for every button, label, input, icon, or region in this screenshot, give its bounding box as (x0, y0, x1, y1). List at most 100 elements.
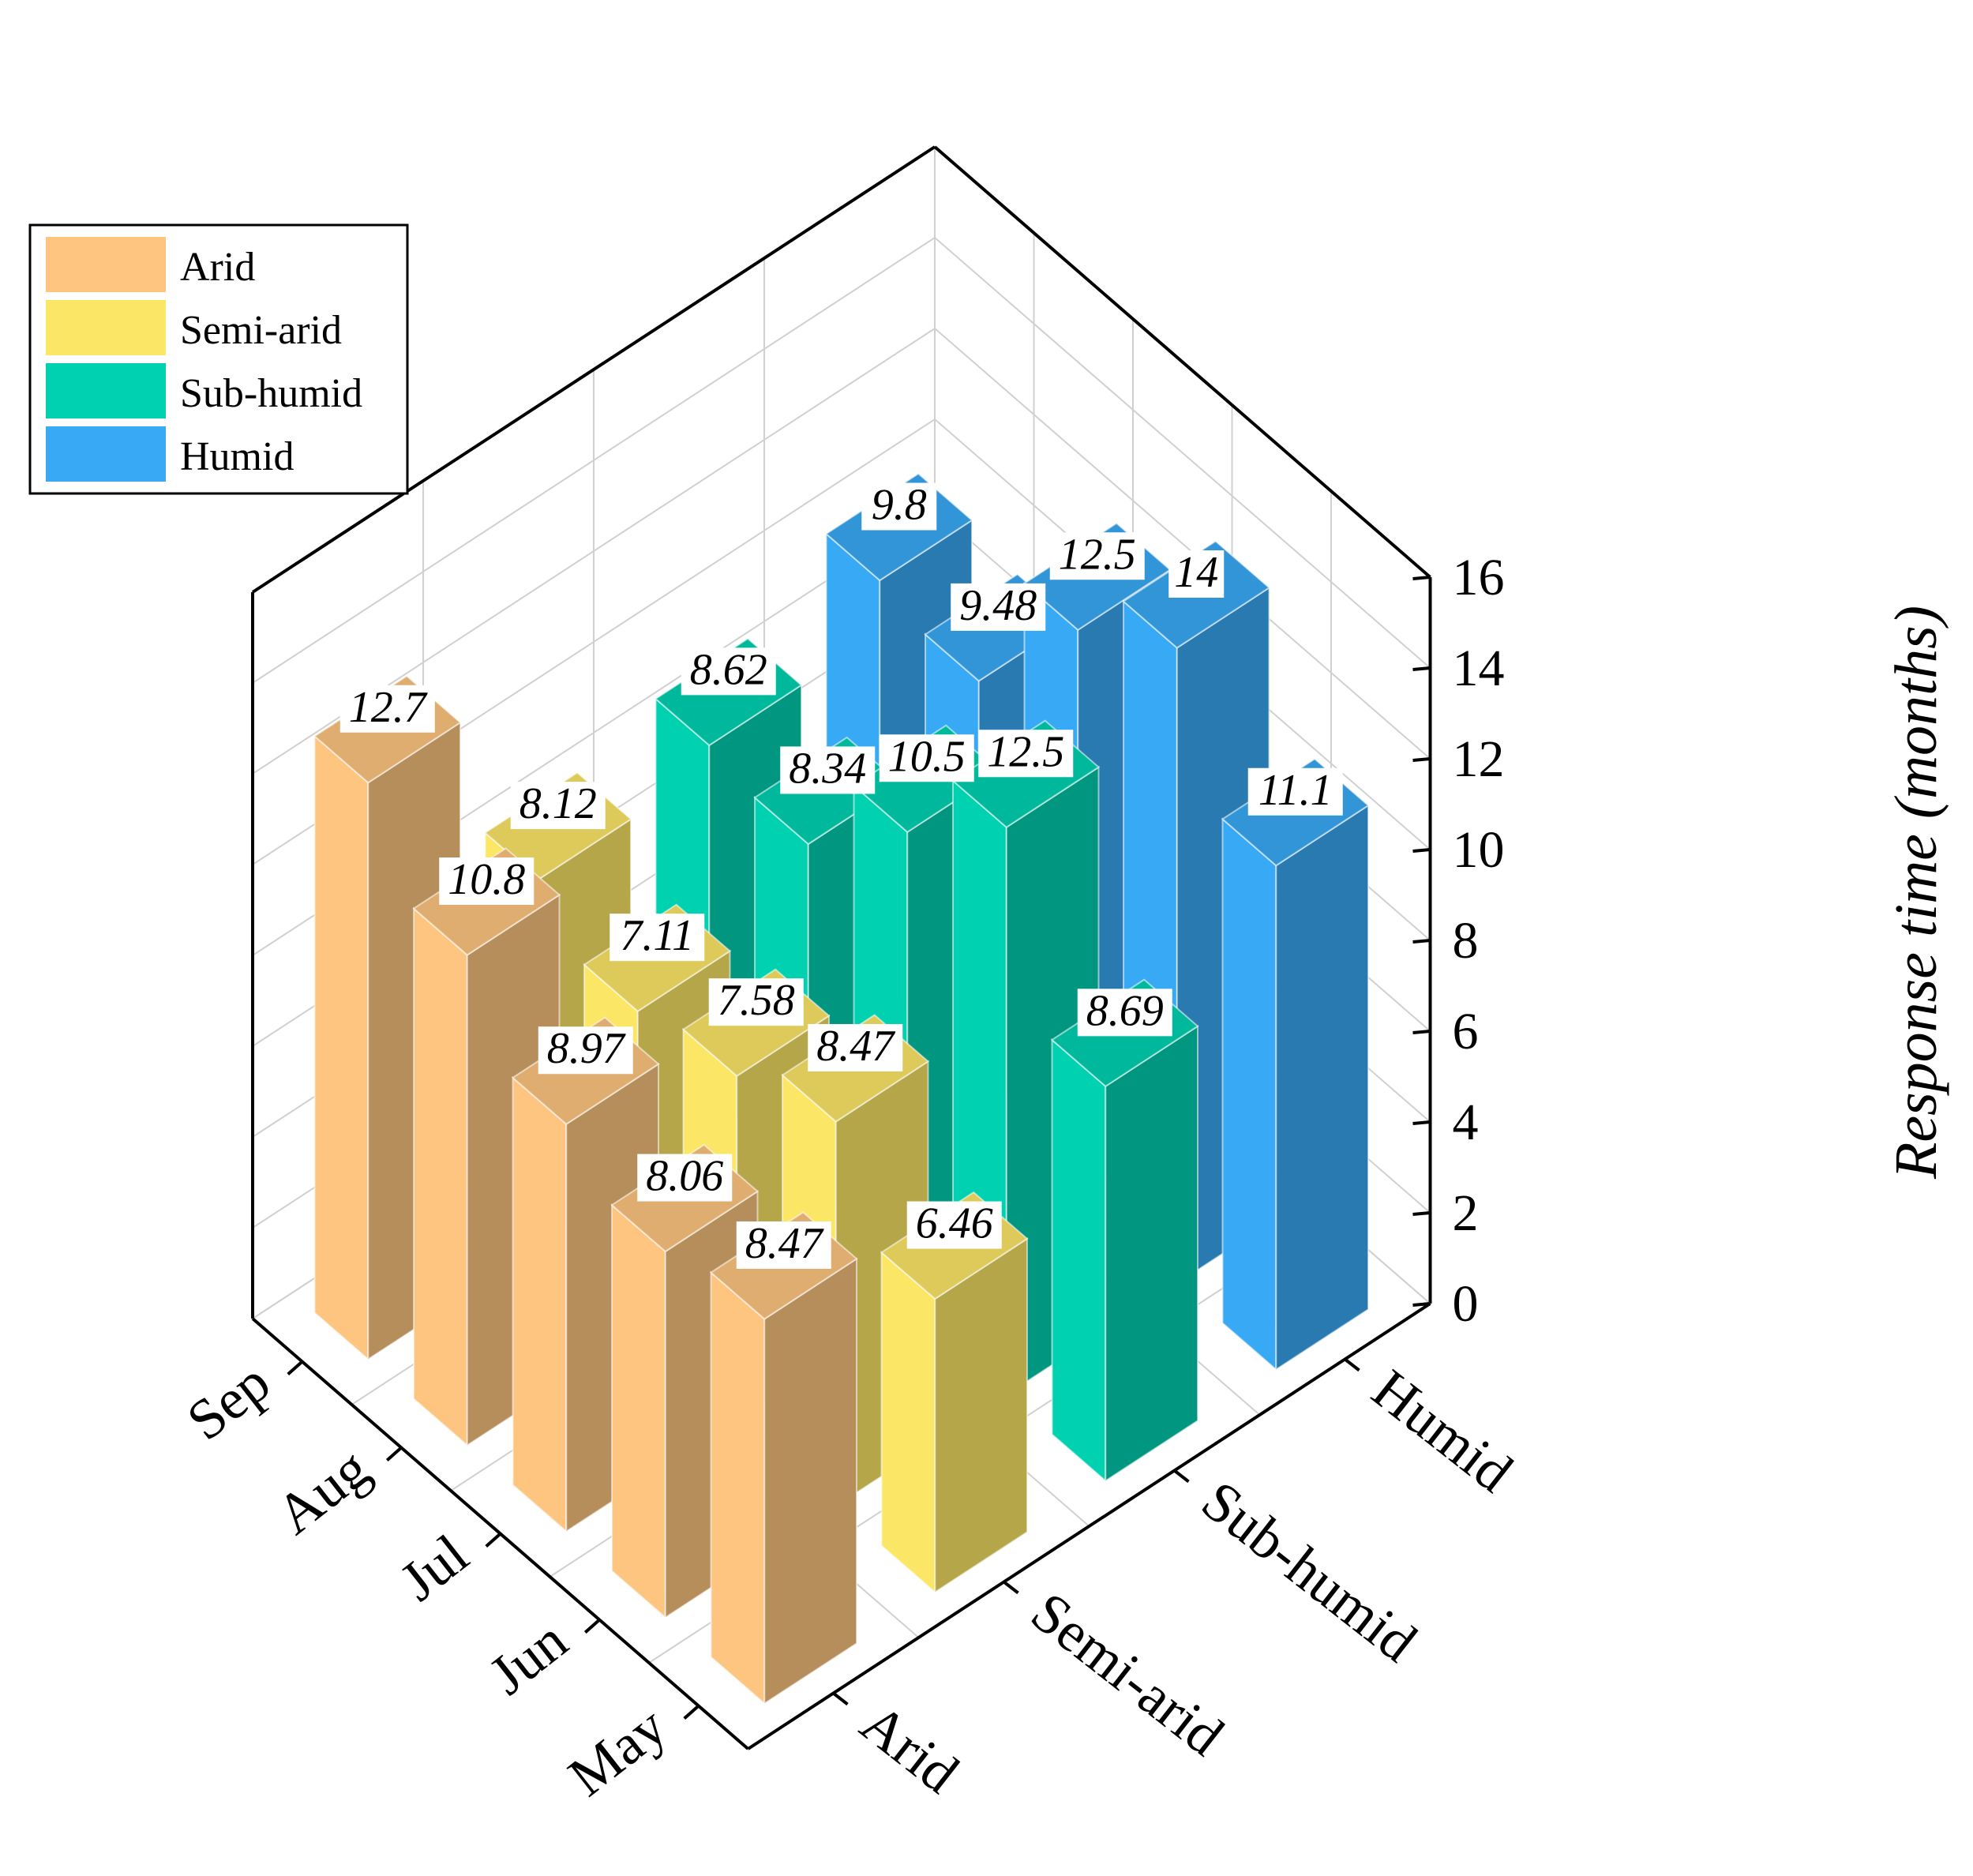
z-tick (1412, 576, 1431, 580)
y-tick-label-humid: Humid (1361, 1357, 1525, 1504)
bar-semi-arid-may (880, 1191, 1029, 1594)
value-label-humid-sep: 9.8 (861, 481, 937, 531)
z-tick (1412, 666, 1431, 671)
z-tick (1412, 1030, 1431, 1034)
label-layer: 9.8 9.48 12.5 14 11.1 8.62 8.34 10.5 12.5 8.69 8.1… (339, 481, 1343, 1269)
z-tick-label: 8 (1453, 912, 1479, 970)
axis-frame-line (747, 1302, 1431, 1750)
legend-item-arid: Arid (46, 237, 255, 292)
y-tick (832, 1691, 849, 1706)
y-tick (1003, 1580, 1019, 1595)
bar-face-front (1051, 1037, 1107, 1483)
value-label-text: 14 (1174, 548, 1218, 597)
value-label-bg (808, 1023, 903, 1071)
value-label-arid-jun: 8.06 (637, 1152, 733, 1202)
bar-face-side (1105, 1024, 1198, 1483)
value-label-bg (1077, 989, 1172, 1037)
value-label-text: 12.5 (987, 727, 1064, 776)
legend-swatch-semi-arid (46, 300, 166, 355)
z-tick-label: 2 (1453, 1184, 1479, 1242)
value-label-text: 10.5 (888, 732, 966, 781)
bar-face-front (413, 906, 468, 1447)
value-label-text: 8.69 (1086, 986, 1164, 1035)
x-tick-label-aug: Aug (264, 1436, 381, 1546)
legend-label-humid: Humid (180, 434, 294, 479)
bar-face-front (611, 1203, 666, 1619)
axis-frame-line (251, 145, 936, 594)
bar-face-front (1221, 817, 1277, 1371)
value-label-sub-humid-may: 8.69 (1077, 986, 1172, 1037)
value-label-bg (951, 583, 1046, 631)
value-label-bg (879, 734, 974, 782)
value-label-semi-arid-jun: 8.47 (808, 1022, 903, 1071)
x-tick (583, 1619, 601, 1634)
value-label-humid-jun: 14 (1168, 548, 1225, 598)
value-label-text: 12.7 (349, 683, 428, 732)
value-label-text: 8.47 (745, 1219, 824, 1268)
x-tick (287, 1360, 304, 1375)
value-label-text: 8.12 (520, 779, 597, 828)
x-tick-label-jun: Jun (478, 1608, 579, 1707)
axis-frame-line (933, 145, 1431, 579)
value-label-bg (780, 746, 876, 794)
x-tick (683, 1705, 700, 1720)
bar-humid-may (1221, 758, 1370, 1371)
legend: Arid Semi-arid Sub-humid Humid (28, 223, 409, 495)
z-tick-label: 12 (1453, 730, 1505, 788)
x-tick-label-may: May (557, 1694, 677, 1808)
value-label-text: 8.06 (646, 1152, 723, 1201)
bar-arid-may (709, 1211, 858, 1705)
legend-label-arid: Arid (180, 245, 255, 290)
value-label-bg (681, 647, 776, 696)
value-label-humid-aug: 9.48 (951, 581, 1046, 631)
value-label-bg (861, 482, 937, 531)
y-tick-label-sub-humid: Sub-humid (1191, 1469, 1428, 1674)
value-label-sub-humid-jul: 10.5 (879, 732, 974, 782)
value-label-text: 8.62 (690, 645, 767, 694)
value-label-sub-humid-sep: 8.62 (681, 645, 776, 696)
value-label-bg (538, 1026, 633, 1075)
z-tick (1412, 757, 1431, 762)
value-label-bg (637, 1154, 733, 1202)
value-label-bg (1247, 767, 1343, 816)
z-tick-label: 6 (1453, 1003, 1479, 1060)
value-label-text: 10.8 (448, 855, 525, 904)
x-tick (385, 1446, 403, 1461)
value-label-bg (610, 914, 705, 962)
z-tick-label: 14 (1453, 640, 1505, 697)
legend-label-sub-humid: Sub-humid (180, 371, 362, 416)
value-label-humid-jul: 12.5 (1049, 530, 1145, 580)
bar-face-side (934, 1237, 1028, 1594)
value-label-text: 12.5 (1059, 530, 1136, 579)
legend-swatch-humid (46, 426, 166, 482)
value-label-arid-may: 8.47 (736, 1219, 831, 1269)
value-label-bg (978, 730, 1074, 778)
legend-swatch-sub-humid (46, 363, 166, 418)
value-label-text: 9.8 (872, 481, 927, 530)
legend-item-semi-arid: Semi-arid (46, 300, 342, 355)
y-tick (1344, 1357, 1360, 1372)
value-label-semi-arid-jul: 7.58 (708, 976, 804, 1026)
value-label-text: 7.58 (718, 976, 795, 1025)
value-label-sub-humid-aug: 8.34 (780, 744, 876, 794)
value-label-semi-arid-may: 6.46 (906, 1199, 1002, 1249)
z-tick (1412, 1302, 1431, 1307)
y-tick-label-arid: Arid (850, 1691, 970, 1805)
bar-face-front (313, 734, 369, 1361)
legend-item-humid: Humid (46, 426, 294, 482)
bar-face-front (710, 1270, 766, 1705)
value-label-arid-sep: 12.7 (339, 683, 435, 733)
value-label-semi-arid-aug: 7.11 (610, 911, 705, 962)
value-label-arid-aug: 10.8 (439, 855, 535, 905)
bar-face-side (1275, 804, 1369, 1371)
value-label-bg (1168, 550, 1225, 598)
x-tick-label-jul: Jul (388, 1522, 479, 1613)
z-tick-label: 16 (1453, 549, 1505, 606)
value-label-bg (439, 857, 535, 905)
legend-swatch-arid (46, 237, 166, 292)
bar-face-side (763, 1257, 857, 1705)
value-label-text: 6.46 (916, 1199, 993, 1248)
y-tick-label-semi-arid: Semi-arid (1020, 1580, 1236, 1768)
bar-face-front (880, 1251, 936, 1594)
x-tick (485, 1533, 502, 1548)
